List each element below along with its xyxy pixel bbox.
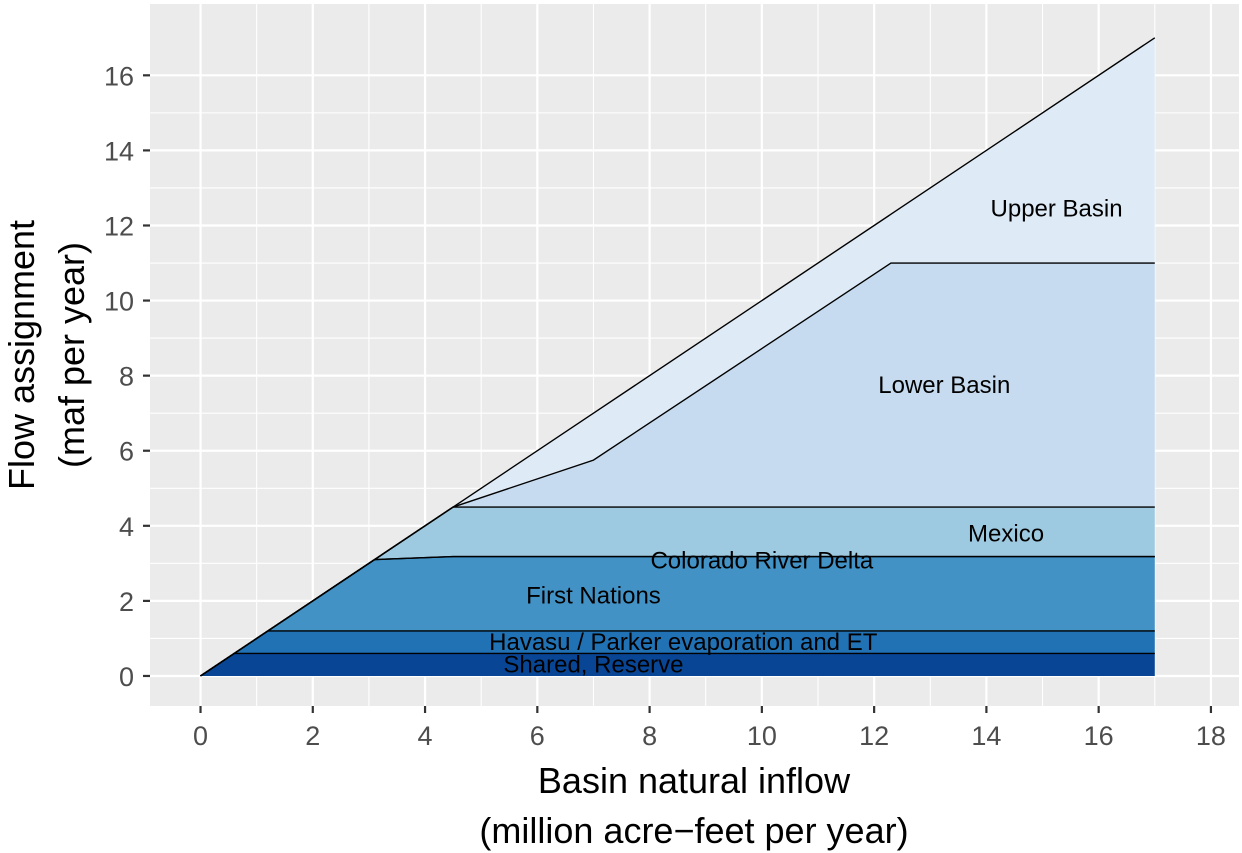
x-tick-label: 4: [418, 721, 433, 751]
y-tick-label: 2: [119, 587, 134, 617]
area-label: Colorado River Delta: [650, 547, 873, 574]
y-tick-label: 4: [119, 512, 134, 542]
y-tick-label: 8: [119, 362, 134, 392]
x-tick-label: 16: [1084, 721, 1114, 751]
x-tick-label: 0: [193, 721, 208, 751]
y-tick-label: 12: [104, 211, 134, 241]
area-label: Lower Basin: [878, 372, 1010, 399]
x-tick-label: 10: [747, 721, 777, 751]
area-lower-basin: [200, 263, 1155, 676]
area-label: Shared, Reserve: [503, 652, 683, 679]
x-tick-label: 12: [859, 721, 889, 751]
x-axis-title: Basin natural inflow: [538, 760, 851, 801]
x-tick-label: 2: [305, 721, 320, 751]
area-outline: [200, 37, 1156, 677]
area-first-nations: [200, 556, 1155, 676]
x-tick-label: 6: [530, 721, 545, 751]
y-axis-title: Flow assignment: [1, 220, 42, 490]
area-label: Upper Basin: [991, 196, 1123, 223]
stacked-areas: [200, 37, 1156, 677]
x-tick-label: 14: [971, 721, 1001, 751]
y-tick-label: 10: [104, 287, 134, 317]
x-tick-label: 8: [642, 721, 657, 751]
y-tick-label: 6: [119, 437, 134, 467]
area-labels: Upper Basin Lower Basin Mexico Colorado Riv…: [489, 196, 1122, 679]
x-tick-label: 18: [1196, 721, 1226, 751]
area-havasu-parker-evaporation-and-et: [200, 630, 1155, 676]
x-axis-title-units: (million acre−feet per year): [479, 810, 908, 851]
area-mexico: [200, 507, 1155, 676]
area-label: First Nations: [526, 582, 661, 609]
y-tick-label: 16: [104, 61, 134, 91]
area-label: Havasu / Parker evaporation and ET: [489, 629, 878, 656]
area-label: Mexico: [968, 520, 1044, 547]
y-axis-title-units: (maf per year): [51, 242, 92, 468]
y-tick-label: 14: [104, 136, 134, 166]
y-tick-label: 0: [119, 662, 134, 692]
area-shared-reserve: [200, 653, 1155, 676]
axes: 0 2 4 6 8 10 12 14 16 18 0 2 4 6 8 10 12 14 16: [104, 61, 1226, 751]
